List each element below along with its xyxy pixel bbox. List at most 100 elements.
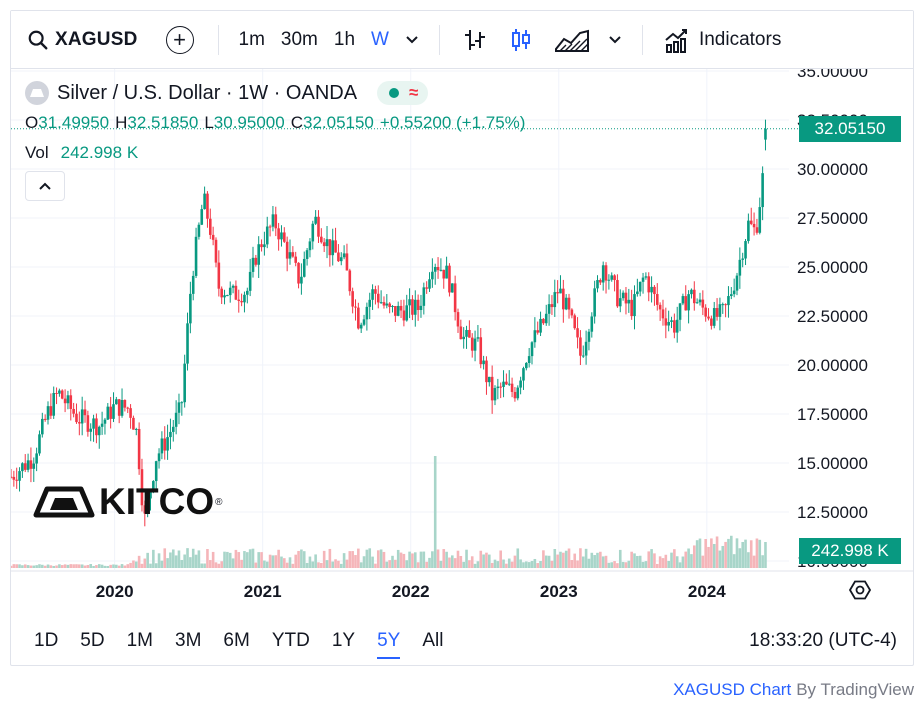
volume-bar <box>12 564 16 568</box>
volume-bar <box>297 550 300 568</box>
candle-body <box>601 265 605 283</box>
volume-bars <box>11 456 767 568</box>
volume-bar <box>268 554 272 568</box>
candle-body <box>243 294 246 303</box>
candle-body <box>658 304 662 310</box>
candles-style-button[interactable] <box>498 27 544 53</box>
indicators-button[interactable]: Indicators <box>655 26 781 54</box>
range-3m[interactable]: 3M <box>175 630 202 651</box>
candle-body <box>408 299 411 306</box>
volume-bar <box>120 564 124 568</box>
volume-bar <box>228 552 232 568</box>
volume-bar <box>758 539 762 568</box>
volume-bar <box>678 562 682 568</box>
candle-body <box>388 303 391 308</box>
candle-body <box>428 279 431 289</box>
volume-bar <box>650 549 653 568</box>
candle-body <box>263 244 266 248</box>
candle-body <box>738 259 742 276</box>
candle-body <box>536 330 540 333</box>
interval-dropdown-button[interactable] <box>397 35 427 45</box>
area-style-button[interactable] <box>544 27 600 53</box>
candle-body <box>120 400 124 416</box>
volume-bar <box>308 556 312 568</box>
volume-bar <box>32 565 36 568</box>
bars-style-button[interactable] <box>452 27 498 53</box>
range-ytd[interactable]: YTD <box>271 630 310 651</box>
candle-body <box>587 331 591 342</box>
range-5d[interactable]: 5D <box>80 630 105 651</box>
interval-1h[interactable]: 1h <box>333 28 356 50</box>
candle-body <box>140 469 144 506</box>
volume-bar <box>285 562 289 568</box>
exchange-clock[interactable]: 18:33:20 (UTC-4) <box>749 630 897 651</box>
interval-w[interactable]: W <box>371 28 389 50</box>
candle-body <box>599 280 602 283</box>
candle-body <box>573 315 577 329</box>
registered-mark: ® <box>215 496 223 508</box>
candle-body <box>604 265 608 281</box>
interval-1m[interactable]: 1m <box>238 28 265 50</box>
symbol-search-button[interactable]: XAGUSD <box>11 11 138 68</box>
volume-bar <box>513 555 517 568</box>
candle-body <box>476 337 480 339</box>
chart-style-dropdown-button[interactable] <box>600 35 630 45</box>
close-key: C <box>290 113 303 132</box>
range-1d[interactable]: 1D <box>34 630 59 651</box>
candle-body <box>519 380 522 388</box>
volume-bar <box>439 560 443 568</box>
volume-bar <box>396 549 400 568</box>
candle-body <box>402 310 406 321</box>
volume-bar <box>684 551 688 568</box>
settings-gear-icon[interactable] <box>849 579 871 601</box>
candle-body <box>416 299 420 311</box>
open-value: 31.49950 <box>38 113 110 132</box>
candle-body <box>89 428 93 432</box>
range-1y[interactable]: 1Y <box>331 630 356 651</box>
interval-30m[interactable]: 30m <box>280 28 318 50</box>
volume-bar <box>345 559 349 568</box>
footer-chart-link[interactable]: XAGUSD Chart <box>673 680 792 699</box>
range-all[interactable]: All <box>422 630 444 651</box>
market-status-badges[interactable]: ≈ <box>377 81 429 105</box>
range-6m[interactable]: 6M <box>223 630 250 651</box>
candle-body <box>257 244 260 265</box>
candle-body <box>425 287 428 289</box>
candle-body <box>678 303 682 320</box>
price-chart[interactable]: 35.0000032.5000030.0000027.5000025.00000… <box>11 11 913 617</box>
candle-body <box>38 434 41 454</box>
candle-body <box>180 402 184 404</box>
last-volume-label: 242.998 K <box>799 538 901 564</box>
candle-body <box>311 223 315 242</box>
footer-by-tradingview[interactable]: By TradingView <box>796 680 914 699</box>
compare-add-icon[interactable]: + <box>165 25 194 54</box>
kitco-logo-text: KITCO <box>99 481 215 522</box>
volume-bar <box>670 552 673 568</box>
candle-body <box>115 399 118 405</box>
volume-bar <box>260 552 263 568</box>
symbol-label: XAGUSD <box>55 28 138 50</box>
candle-body <box>149 490 152 499</box>
volume-legend: Vol 242.998 K <box>25 143 531 163</box>
volume-bar <box>416 562 420 568</box>
volume-bar <box>263 560 266 568</box>
candles-icon <box>511 28 530 51</box>
candle-body <box>174 412 178 427</box>
volume-bar <box>436 549 440 568</box>
collapse-legend-button[interactable] <box>25 171 65 201</box>
range-1m[interactable]: 1M <box>126 630 153 651</box>
candle-body <box>12 476 16 480</box>
candle-body <box>442 269 446 279</box>
candle-body <box>97 426 101 436</box>
legend-title-row: Silver / U.S. Dollar · 1W · OANDA ≈ <box>25 79 531 107</box>
candle-body <box>325 239 329 247</box>
range-5y[interactable]: 5Y <box>366 625 411 659</box>
candle-body <box>553 292 557 308</box>
candle-body <box>106 406 110 420</box>
volume-bar <box>283 558 286 568</box>
volume-bar <box>661 558 665 568</box>
volume-bar <box>422 551 426 568</box>
candle-body <box>502 381 505 387</box>
candle-body <box>522 368 525 381</box>
volume-bar <box>530 560 534 568</box>
